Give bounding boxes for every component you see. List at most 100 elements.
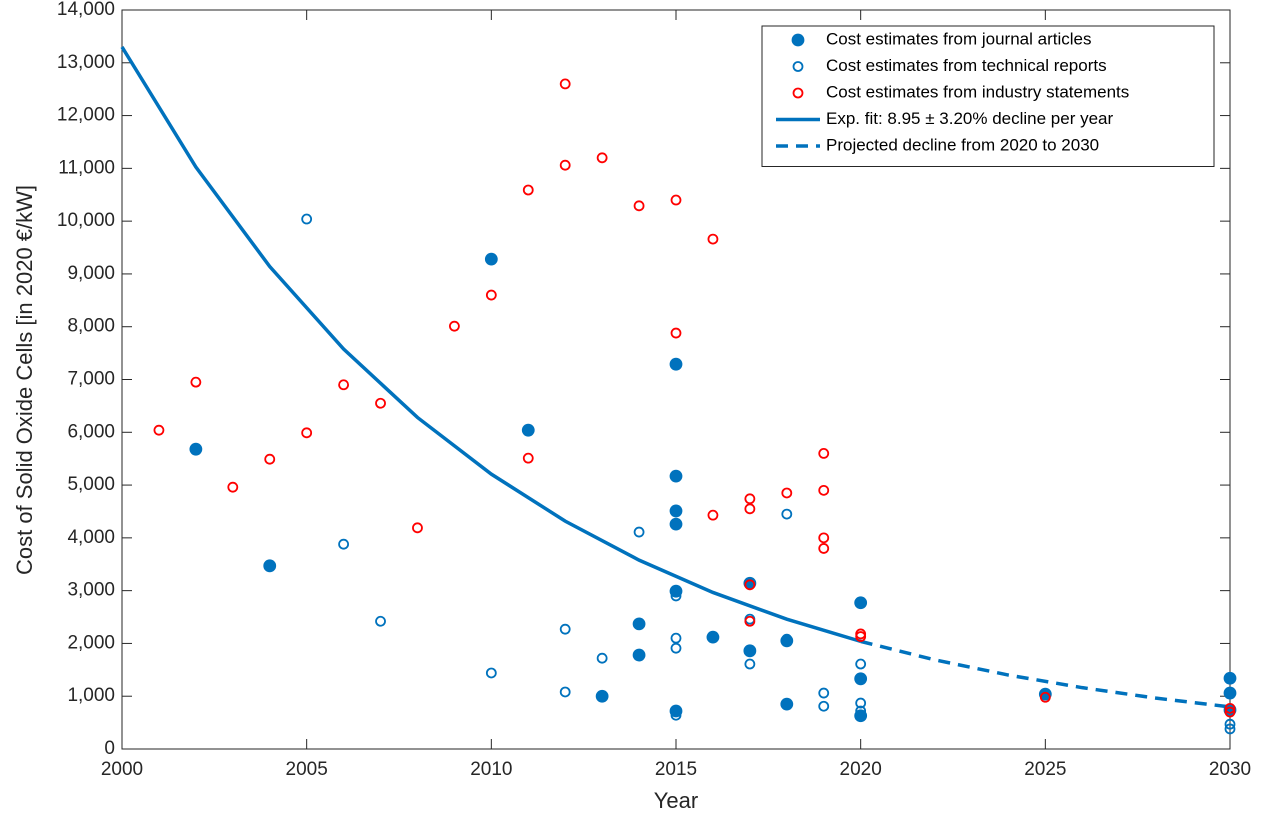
data-point [559,623,571,635]
data-point [670,632,682,644]
legend-box [761,25,1215,167]
fit-line [860,639,1231,709]
data-point [855,658,867,670]
data-point [780,697,794,711]
data-point [1223,686,1237,700]
data-point [670,194,682,206]
data-point [781,487,793,499]
x-axis-label: Year [654,788,698,813]
data-point [375,397,386,409]
legend-label: Cost estimates from technical reports [826,56,1107,75]
data-point [301,213,313,225]
data-point [632,648,646,662]
data-point [153,424,165,436]
data-point [1223,671,1237,685]
data-point [744,615,756,627]
data-point [670,709,682,721]
data-point [264,453,276,465]
x-tick-label: 2015 [655,759,697,780]
y-tick-label: 9,000 [67,263,115,284]
x-tick-label: 2000 [101,759,143,780]
legend-label: Cost estimates from industry statements [826,82,1129,101]
legend: Cost estimates from journal articles Cost… [761,25,1215,167]
data-point [632,617,646,631]
data-point [485,667,497,679]
data-point [670,642,682,654]
y-tick-label: 1,000 [67,685,115,706]
data-point [854,596,868,610]
data-point [707,233,719,245]
legend-label: Cost estimates from journal articles [826,29,1091,48]
data-point [338,379,350,391]
data-point [521,423,535,437]
data-point [301,427,313,439]
data-point [1224,718,1236,730]
data-point [633,526,645,538]
legend-label: Projected decline from 2020 to 2030 [826,135,1099,154]
x-tick-label: 2005 [286,759,328,780]
y-tick-label: 11,000 [58,157,115,178]
data-point [781,633,793,645]
data-point [412,522,423,534]
y-tick-label: 6,000 [67,421,115,442]
data-point [1038,687,1052,701]
data-point [707,509,719,521]
data-point [338,538,350,550]
y-tick-label: 7,000 [67,369,115,390]
data-point [559,159,571,171]
data-point [559,686,571,698]
data-point [670,327,682,339]
y-tick-label: 3,000 [67,580,115,601]
data-point [818,687,830,699]
data-point [744,503,756,515]
y-tick-label: 14,000 [57,0,115,20]
y-axis-label: Cost of Solid Oxide Cells [in 2020 €/kW] [12,185,37,575]
y-tick-label: 0 [104,738,115,759]
data-point [818,543,830,554]
data-point [744,579,756,591]
data-point [1039,691,1051,703]
data-point [669,517,683,531]
legend-marker [792,61,804,72]
data-point [855,697,867,709]
data-point [227,481,239,493]
data-point [818,700,830,712]
y-tick-label: 5,000 [67,474,115,495]
data-point [744,658,756,670]
legend-marker [791,33,805,47]
data-point [375,615,386,627]
data-point [669,504,683,518]
y-tick-label: 4,000 [67,527,115,548]
data-point [670,590,682,602]
data-point [854,672,868,686]
data-point [669,469,683,483]
data-point [633,200,645,212]
y-tick-label: 8,000 [67,316,115,337]
data-point [263,559,277,573]
y-tick-label: 12,000 [57,105,115,126]
data-point [484,252,498,266]
data-point [522,184,534,196]
y-tick-label: 10,000 [57,210,115,231]
data-point [1224,723,1236,735]
data-point [522,452,534,464]
data-point [1224,702,1236,714]
data-point [1224,706,1236,718]
x-tick-label: 2020 [840,759,882,780]
legend-label: Exp. fit: 8.95 ± 3.20% decline per year [826,109,1113,128]
data-point [855,705,867,717]
data-point [818,532,830,544]
data-point [448,320,460,332]
data-point [595,689,609,703]
data-point [855,631,867,642]
data-point [189,442,203,456]
data-point [707,631,719,643]
legend-marker [792,87,804,99]
data-point [485,289,497,301]
data-point [669,357,683,371]
data-point [781,508,793,520]
data-point [818,447,830,459]
data-point [744,493,756,505]
